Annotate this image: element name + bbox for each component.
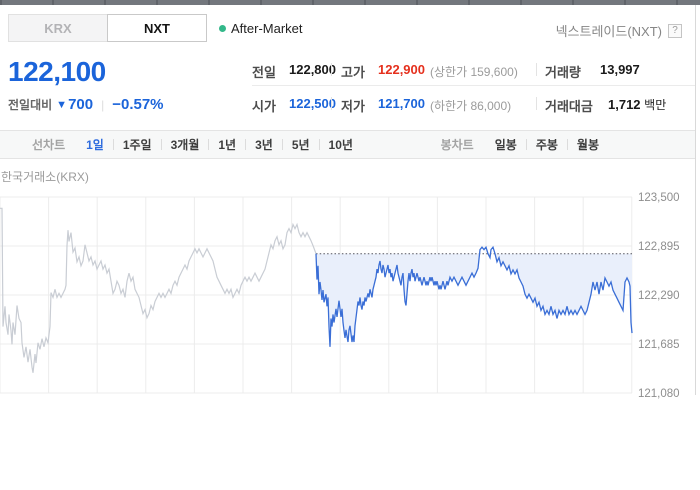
y-axis-label: 122,290 (638, 290, 680, 302)
help-icon[interactable]: ? (668, 23, 682, 38)
lower-limit: (하한가 86,000) (430, 99, 512, 113)
period-line-item-1[interactable]: 1일 (86, 137, 104, 152)
change-value: 700 (68, 96, 94, 113)
period-toolbar: 선차트 1일 1주일 3개월 1년 3년 5년 10년 봉차트 일봉 주봉 월봉 (0, 130, 696, 159)
tab-krx[interactable]: KRX (8, 14, 108, 42)
period-line-item-3[interactable]: 3개월 (170, 137, 200, 152)
amount-unit: 백만 (644, 98, 667, 112)
y-axis-label: 121,080 (638, 388, 680, 400)
field-separator (331, 97, 332, 110)
price-change-row: 전일대비 ▼ 700 | −0.57% (8, 96, 164, 113)
period-line-item-4[interactable]: 1년 (218, 137, 237, 152)
line-period-group: 선차트 1일 1주일 3개월 1년 3년 5년 10년 (0, 136, 362, 154)
widget-right-border (695, 5, 696, 395)
quote-divider (252, 85, 695, 86)
volume-label: 거래량 (545, 65, 581, 80)
after-market-label: After-Market (231, 21, 303, 36)
exchange-name: 넥스트레이드(NXT) (555, 24, 662, 39)
amount-value: 1,712 백만 (608, 97, 667, 112)
y-axis-label: 123,500 (638, 192, 680, 204)
period-separator (281, 138, 283, 150)
change-label: 전일대비 (8, 98, 53, 112)
open-label: 시가 (252, 99, 276, 114)
tab-nxt-label: NXT (144, 20, 170, 36)
field-separator (331, 63, 332, 76)
prev-close-value: 122,800 (289, 62, 336, 77)
change-separator: | (101, 97, 105, 112)
candle-chart-group-label: 봉차트 (440, 138, 474, 152)
low-value: 121,700 (378, 96, 425, 111)
down-arrow-icon: ▼ (56, 98, 68, 111)
after-market-dot-icon (219, 25, 226, 32)
period-line-item-6[interactable]: 5년 (291, 137, 310, 152)
upper-limit: (상한가 159,600) (430, 65, 518, 79)
volume-value: 13,997 (600, 62, 640, 77)
period-separator (208, 138, 210, 150)
period-separator (318, 138, 320, 150)
period-line-item-2[interactable]: 1주일 (122, 137, 152, 152)
line-chart-group-label: 선차트 (32, 138, 66, 152)
chart-source-label: 한국거래소(KRX) (1, 170, 89, 184)
tab-nxt[interactable]: NXT (107, 14, 207, 42)
top-divider-bar (0, 0, 700, 5)
after-market-status: After-Market (219, 21, 303, 36)
tab-krx-label: KRX (44, 20, 72, 36)
period-line-item-7[interactable]: 10년 (328, 137, 353, 152)
period-line-item-5[interactable]: 3년 (255, 137, 273, 152)
period-separator (160, 138, 162, 150)
exchange-info: 넥스트레이드(NXT) ? (556, 21, 682, 40)
field-separator (536, 97, 537, 110)
y-axis-label: 121,685 (638, 339, 680, 351)
period-separator (112, 138, 114, 150)
intraday-chart-svg[interactable]: 123,500 122,895 122,290 121,685 121,080 (0, 185, 700, 400)
field-separator (536, 63, 537, 76)
candle-period-group: 봉차트 일봉 주봉 월봉 (441, 131, 608, 158)
period-separator (245, 138, 247, 150)
prev-close-label: 전일 (252, 65, 276, 80)
period-candle-item-3[interactable]: 월봉 (576, 137, 599, 152)
open-value: 122,500 (289, 96, 336, 111)
period-separator (525, 138, 527, 150)
high-value: 122,900 (378, 62, 425, 77)
amount-label: 거래대금 (545, 99, 593, 114)
period-candle-item-2[interactable]: 주봉 (535, 137, 558, 152)
period-separator (566, 138, 568, 150)
high-label: 고가 (341, 65, 365, 80)
change-percent: −0.57% (112, 96, 164, 113)
low-label: 저가 (341, 99, 365, 114)
y-axis-label: 122,895 (638, 241, 680, 253)
period-candle-item-1[interactable]: 일봉 (494, 137, 517, 152)
current-price: 122,100 (8, 56, 106, 87)
